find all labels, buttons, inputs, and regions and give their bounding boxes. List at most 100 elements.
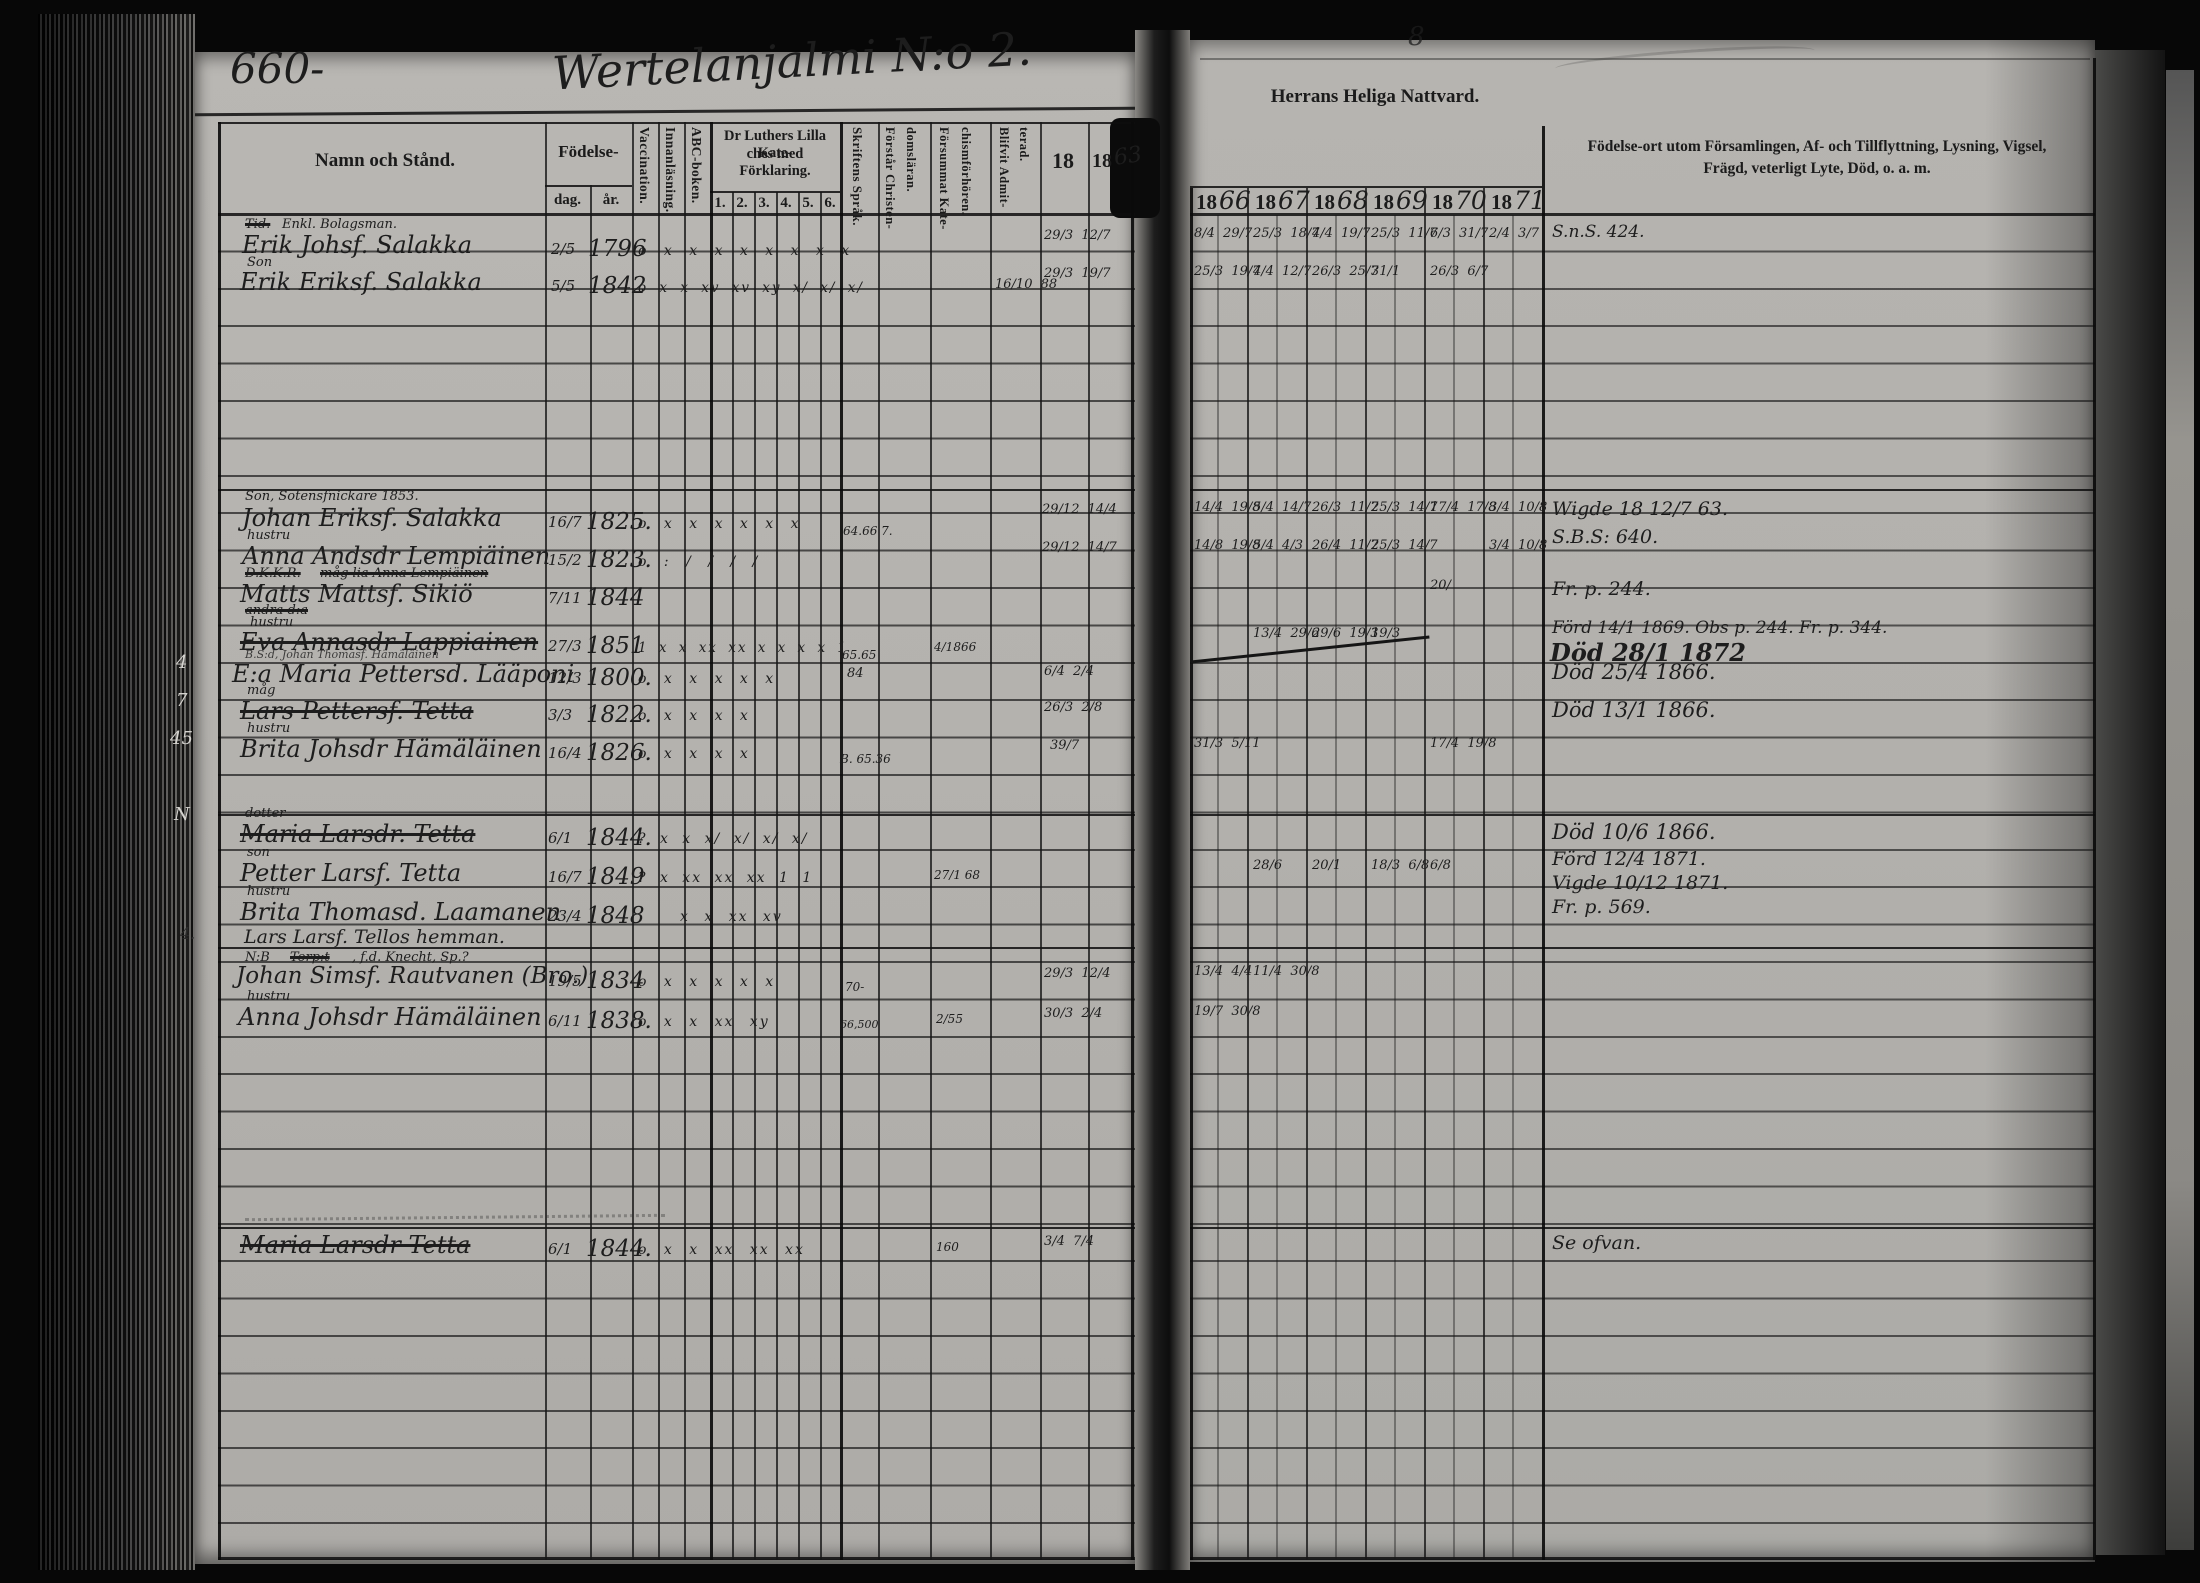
year-handwritten: 70: [1455, 186, 1487, 215]
book-right-edge: [2095, 50, 2165, 1555]
row-pre-communion: 6/4 2/4: [1044, 664, 1094, 679]
page-number: 660-: [230, 44, 325, 93]
grid-subline: [1512, 215, 1514, 1560]
block-separator: [1190, 814, 2095, 816]
year-handwritten: 68: [1337, 186, 1369, 215]
year-prefix: 18: [1255, 190, 1276, 214]
book-gutter: [1135, 30, 1190, 1570]
row-communion-1866: 14/8 19/8: [1194, 538, 1261, 553]
right-header-bottom-line: [1190, 213, 2095, 216]
row-birth-year: 1844.: [586, 825, 652, 851]
grid-subline: [1335, 215, 1337, 1560]
col-header-vaccination: Vaccination.: [637, 127, 652, 205]
row-annotation: Son, Sotensfnickare 1853.: [245, 489, 419, 504]
row-name: E:a Maria Pettersd. Lääponi: [232, 660, 575, 688]
row-name: Brita Thomasd. Laamanen: [240, 898, 562, 926]
row-marks: o : / / / /: [638, 554, 760, 570]
row-remark: Död 13/1 1866.: [1552, 698, 1716, 722]
row-script-note: 65.65: [842, 648, 877, 662]
row-birth-day: 6/11: [548, 1012, 582, 1030]
row-marks: o x x x x x x x x: [638, 243, 852, 259]
col-header-birth-year: år.: [602, 192, 620, 208]
row-communion-1867: 5/4 14/7: [1253, 500, 1312, 515]
row-annotation-2: , f.d. Knecht, Sp.?: [352, 950, 469, 965]
row-pre-communion: 39/7: [1050, 738, 1080, 753]
row-pre-communion: 29/3 12/4: [1044, 966, 1111, 981]
grid-line: [710, 122, 713, 1560]
row-communion-1866: 8/4 29/7: [1194, 226, 1253, 241]
col-header-catechism-numbers: 1. 2. 3. 4. 5. 6.: [714, 195, 836, 211]
row-communion-1866: 31/3 5/11: [1194, 736, 1261, 751]
col-header-name: Namn och Stånd.: [315, 150, 455, 171]
grid-line: [732, 192, 734, 1560]
row-missed-note: 4/1866: [934, 640, 977, 654]
row-birth-day: 19/5: [548, 972, 582, 990]
row-communion-1868: 26/4 11/7: [1312, 538, 1379, 553]
row-communion-1870: 6/3 31/7: [1430, 226, 1489, 241]
row-remark: Fr. p. 244.: [1552, 578, 1651, 600]
row-remark: S.B.S: 640.: [1552, 526, 1659, 548]
row-remark: Förd 12/4 1871.: [1552, 848, 1706, 870]
row-birth-year: 1848: [586, 903, 645, 929]
row-pre-communion: 3/4 7/4: [1044, 1234, 1094, 1249]
row-communion-1870: 6/8: [1430, 858, 1451, 873]
grid-line: [990, 122, 992, 1560]
row-communion-1867: 11/4 30/8: [1253, 964, 1320, 979]
row-communion-1869: 31/1: [1371, 264, 1401, 279]
margin-number: 45: [170, 728, 193, 749]
grid-line: [1040, 122, 1042, 1560]
row-remark-death: Död 28/1 1872: [1550, 638, 1746, 667]
row-birth-year: 1796: [588, 236, 647, 262]
grid-line: [1306, 188, 1308, 1560]
row-communion-1869: 18/3 6/8: [1371, 858, 1430, 873]
farm-annotation: Lars Larsf. Tellos hemman.: [244, 926, 505, 948]
row-name: Matts Mattsf. Sikiö: [240, 580, 473, 608]
row-remark: S.n.S. 424.: [1552, 222, 1645, 242]
row-communion-1870: 26/3 6/7: [1430, 264, 1489, 279]
block-separator: [218, 1227, 1135, 1229]
row-communion-1866: 25/3 19/7: [1194, 264, 1261, 279]
gutter-ink-blot: [1110, 118, 1160, 218]
row-annotation: D.K.K.R.: [245, 566, 301, 581]
row-missed-note: 2/55: [936, 1012, 963, 1026]
row-remark-2: Vigde 10/12 1871.: [1552, 872, 1729, 894]
grid-line: [840, 122, 843, 1560]
grid-subline: [1276, 215, 1278, 1560]
row-name: Brita Johsdr Hämäläinen: [240, 735, 542, 763]
header-bottom-line: [218, 213, 1135, 216]
row-marks: 1 x x xx xx x x x x 1: [638, 640, 848, 656]
block-separator: [218, 814, 1135, 816]
row-communion-1868: 20/1: [1312, 858, 1342, 873]
row-marks: o x x x x x x: [638, 516, 801, 532]
row-annotation: N:B: [245, 950, 270, 965]
row-annotation: andra d:a: [245, 603, 308, 618]
row-missed-note: 27/1 68: [934, 868, 981, 882]
row-birth-day: 16/4: [548, 744, 582, 762]
row-birth-day: 16/7: [548, 513, 582, 531]
row-communion-1867: 13/4 29/6: [1253, 626, 1320, 641]
row-birth-day: 23/4: [548, 907, 582, 925]
col-header-birth: Födelse-: [558, 142, 619, 161]
row-name: Maria Larsdr. Tetta: [240, 820, 476, 848]
row-birth-year: 1834: [586, 968, 645, 994]
next-page-sliver: [2166, 70, 2194, 1550]
row-communion-1869: 25/3 14/7: [1371, 500, 1438, 515]
grid-line: [930, 122, 932, 1560]
col-header-admitted-1: Blifvit Admit-: [997, 127, 1011, 208]
row-name: Johan Simsf. Rautvanen (Bro.): [236, 963, 589, 989]
row-birth-day: 16/7: [548, 868, 582, 886]
remarks-header-2: Frägd, veterligt Lyte, Död, o. a. m.: [1703, 160, 1931, 177]
col-header-missed-1: Försummat Kate-: [937, 127, 951, 230]
grid-subline: [1453, 215, 1455, 1560]
grid-line: [878, 122, 880, 1560]
right-row-lines: [1190, 215, 2095, 1560]
row-birth-year: 1823.: [586, 547, 652, 573]
row-name: Erik Johsf. Salakka: [242, 231, 473, 259]
row-birth-year: 1851: [586, 633, 645, 659]
row-birth-year: 1800.: [586, 665, 652, 691]
col-header-reading: Innanläsning.: [663, 127, 678, 213]
margin-number: 7: [176, 690, 188, 711]
row-communion-1869: 25/3 14/7: [1371, 538, 1438, 553]
row-communion-1869: 19/3: [1371, 626, 1401, 641]
